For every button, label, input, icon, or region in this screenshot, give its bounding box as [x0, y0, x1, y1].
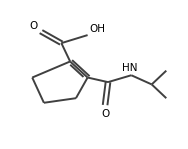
Text: O: O: [101, 108, 109, 118]
Text: OH: OH: [89, 24, 105, 34]
Text: O: O: [30, 21, 38, 31]
Text: HN: HN: [122, 63, 138, 73]
